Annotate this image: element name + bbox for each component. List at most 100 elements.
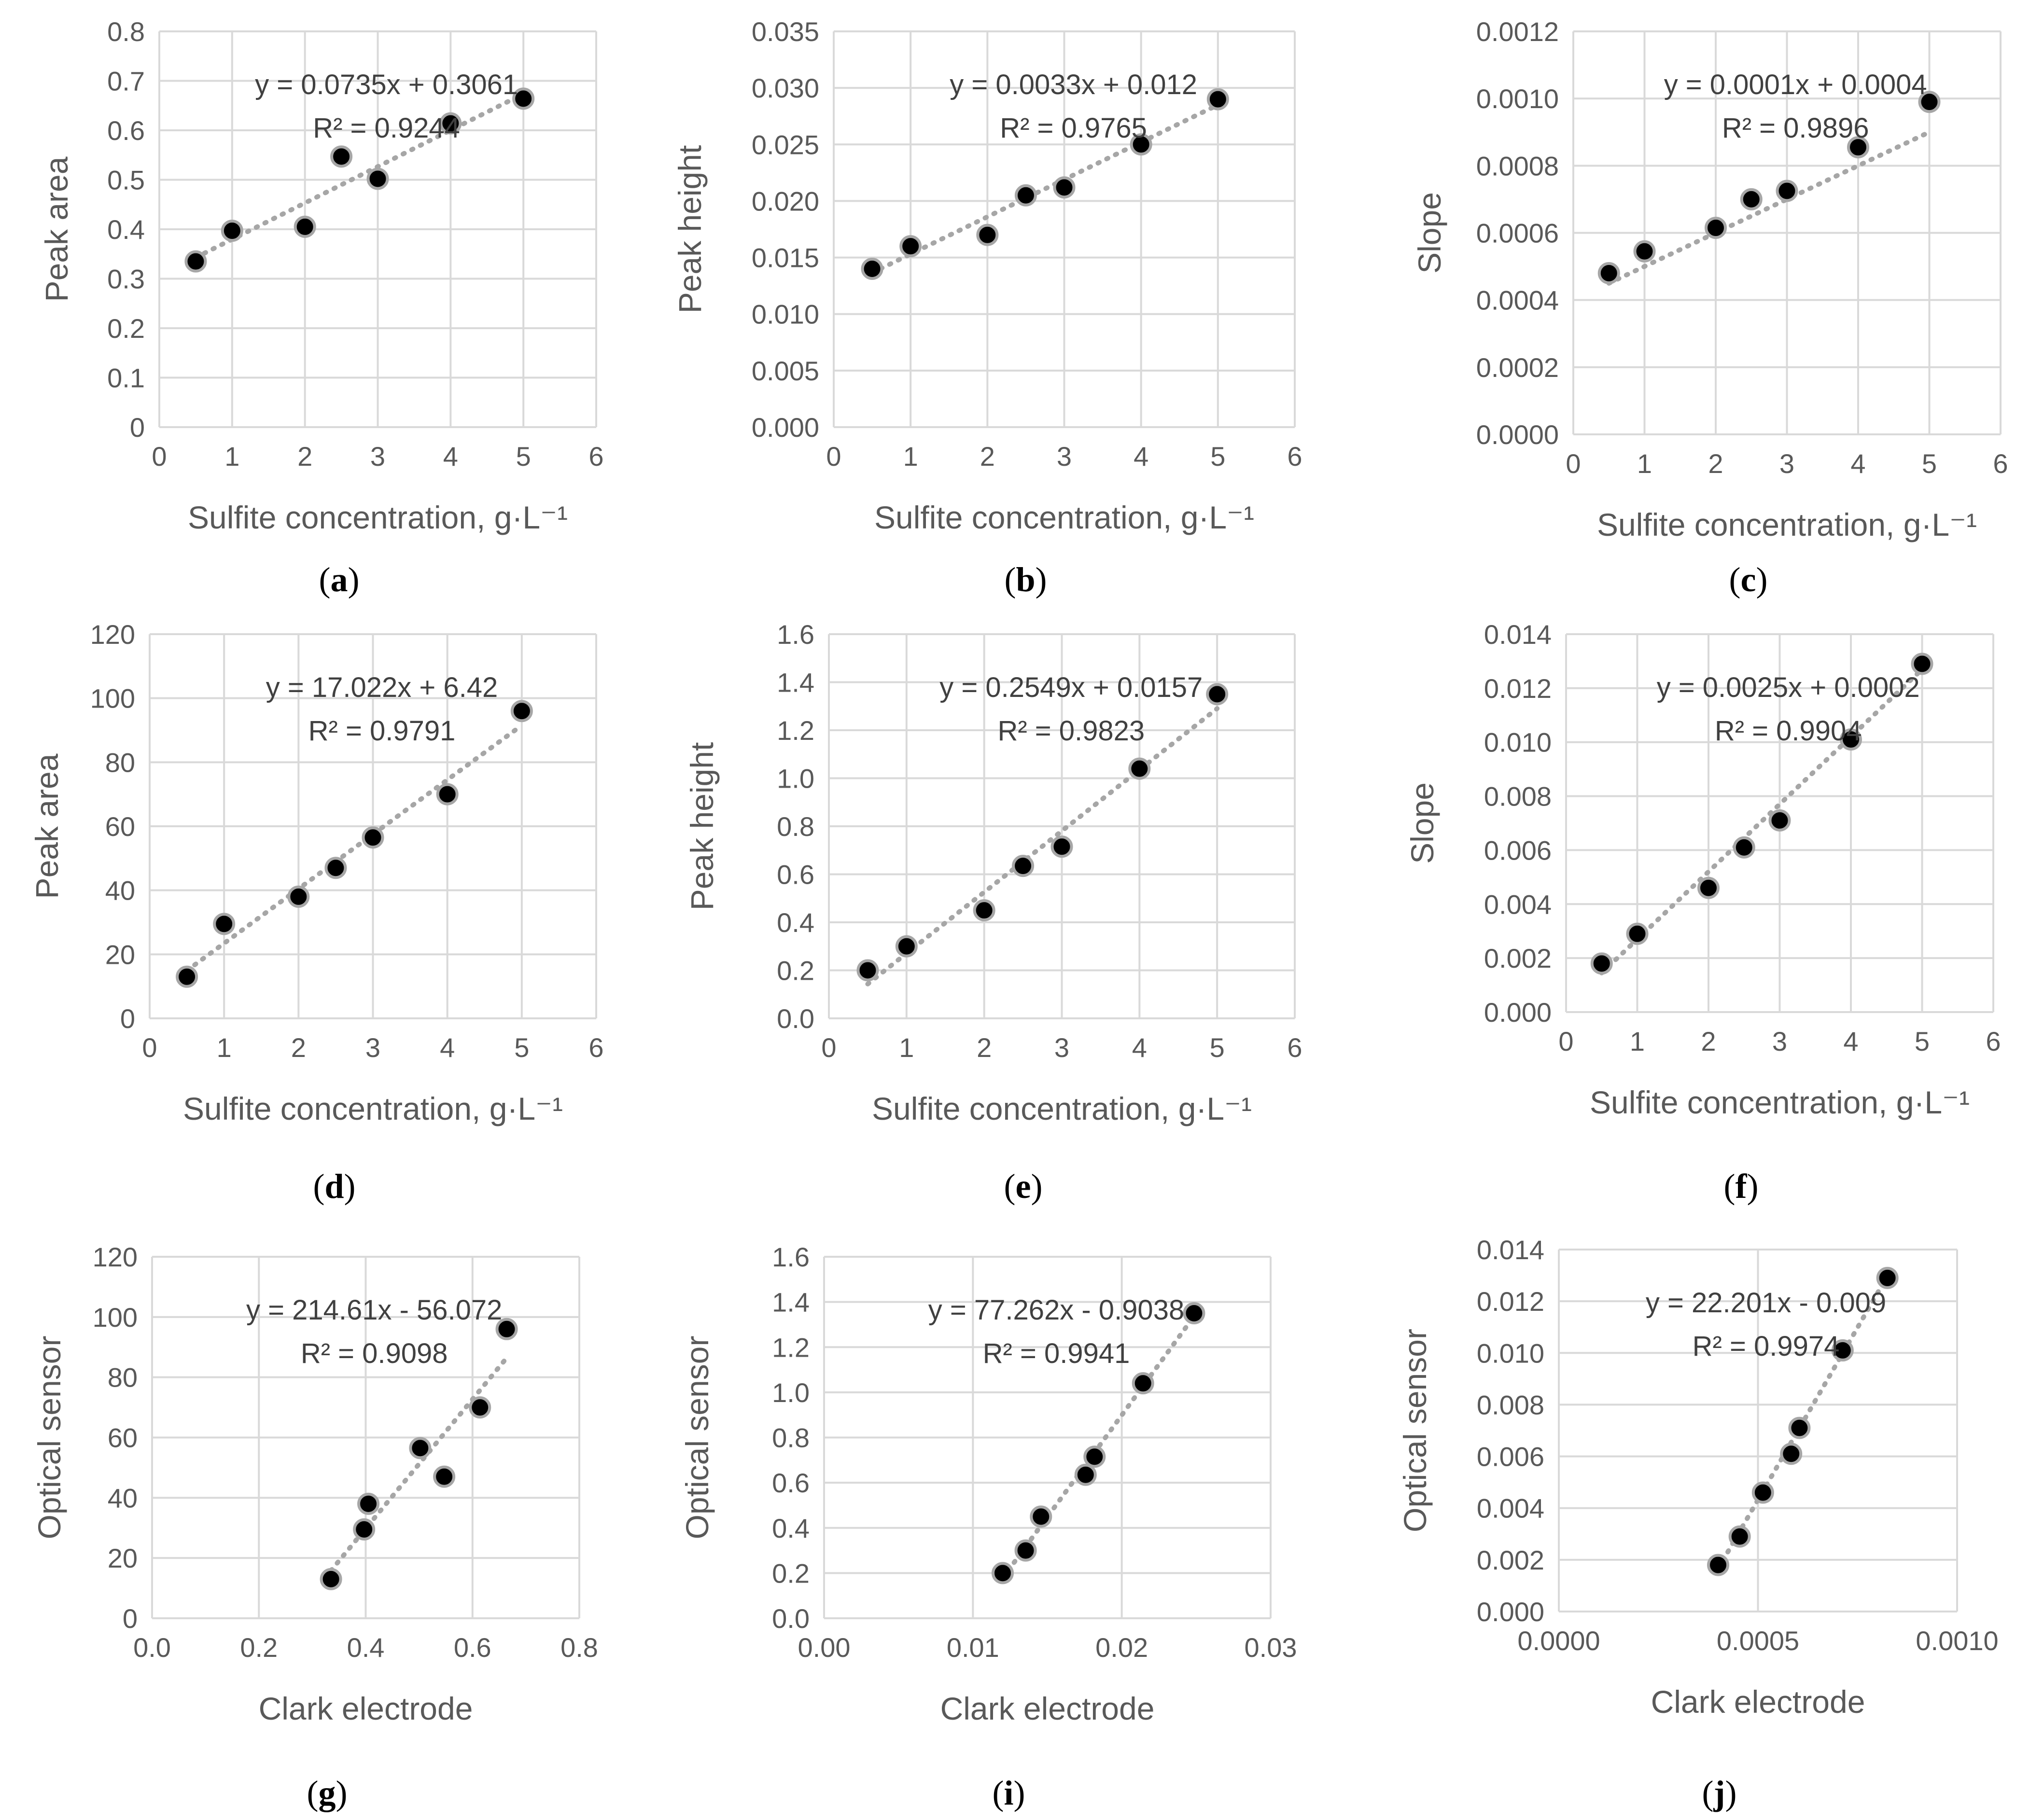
data-point: [1768, 809, 1791, 832]
data-point: [1840, 728, 1862, 751]
data-point: [320, 1568, 342, 1590]
y-tick-label: 40: [108, 1483, 138, 1513]
data-point: [510, 700, 533, 722]
y-tick-label: 0.0000: [1476, 419, 1559, 450]
x-tick-label: 6: [588, 1032, 603, 1063]
data-point: [433, 1465, 456, 1488]
x-tick-label: 0.01: [947, 1632, 999, 1663]
data-point: [899, 235, 922, 258]
chart-panel-d: 0 1 2 3 4 5 6 0 20 40 60 80 100 120 y = 17.022x + 6.42…: [0, 607, 677, 1213]
data-point: [1707, 1554, 1729, 1576]
y-tick-label: 0.8: [107, 16, 145, 47]
x-axis-title: Sulfite concentration, g·L⁻¹: [874, 500, 1254, 535]
x-tick-label: 1: [1637, 448, 1652, 479]
y-tick-label: 60: [105, 811, 135, 842]
x-tick-label: 0.2: [240, 1632, 278, 1663]
panel-label: (e): [1004, 1167, 1043, 1206]
y-tick-label: 0.002: [1484, 943, 1552, 973]
y-tick-label: 40: [105, 875, 135, 906]
x-tick-label: 5: [516, 441, 531, 472]
data-point: [1597, 262, 1620, 284]
trendline: [193, 91, 526, 260]
x-tick-label: 2: [1701, 1026, 1716, 1056]
data-point: [1590, 952, 1613, 975]
trendline-equation: y = 22.201x - 0.009: [1646, 1287, 1886, 1319]
data-point: [1751, 1481, 1774, 1504]
data-point: [409, 1437, 432, 1459]
chart-svg-j: 0.0000 0.0005 0.0010 0.000 0.002 0.004 0.006 0.…: [1397, 1235, 1999, 1812]
chart-panel-a: 0 1 2 3 4 5 6 0 0.1 0.2 0.3 0.4 0.5 0.6 0.7 0.8 y = 0.07…: [0, 0, 677, 607]
data-point: [495, 1318, 518, 1340]
data-point: [1705, 217, 1727, 239]
y-tick-label: 0.0006: [1476, 218, 1559, 249]
x-tick-label: 6: [1287, 1032, 1302, 1063]
data-point: [992, 1562, 1014, 1584]
x-tick-label: 1: [224, 441, 239, 472]
x-tick-label: 0.6: [454, 1632, 491, 1663]
y-tick-label: 0.6: [772, 1468, 810, 1498]
data-point: [1626, 922, 1649, 945]
y-tick-label: 60: [108, 1423, 138, 1453]
y-tick-label: 0.025: [752, 129, 819, 160]
y-tick-label: 0.035: [752, 16, 819, 47]
trendline: [1606, 129, 1932, 286]
x-tick-label: 4: [440, 1032, 455, 1063]
x-tick-label: 6: [1287, 441, 1302, 472]
data-point: [1780, 1443, 1803, 1465]
x-tick-label: 0.8: [560, 1632, 598, 1663]
data-point: [221, 220, 243, 242]
chart-panel-b: 0 1 2 3 4 5 6 0.000 0.005 0.010 0.015 0.020 0.025 0.0…: [677, 0, 1354, 607]
y-tick-label: 0.0: [777, 1003, 814, 1034]
trendline-equation: y = 77.262x - 0.9038: [928, 1294, 1184, 1326]
data-point: [362, 826, 384, 849]
r-squared-label: R² = 0.9904: [1715, 715, 1862, 747]
y-tick-label: 100: [90, 683, 135, 714]
y-tick-label: 0.008: [1484, 781, 1552, 812]
y-tick-label: 1.6: [772, 1242, 810, 1272]
x-axis-title: Clark electrode: [1651, 1684, 1865, 1720]
y-axis-title: Slope: [1404, 782, 1440, 864]
trendline-equation: y = 0.2549x + 0.0157: [939, 672, 1203, 703]
y-tick-label: 0.000: [1484, 997, 1552, 1028]
data-point: [1847, 136, 1869, 159]
x-tick-label: 6: [588, 441, 603, 472]
data-point: [895, 935, 918, 958]
y-tick-label: 80: [108, 1362, 138, 1393]
y-tick-label: 0.2: [772, 1558, 810, 1588]
data-point: [1697, 876, 1720, 899]
y-axis-title: Optical sensor: [679, 1336, 715, 1540]
data-point: [1633, 240, 1656, 263]
y-axis-title: Peak height: [677, 145, 708, 314]
x-tick-label: 0.0005: [1717, 1625, 1799, 1656]
x-tick-label: 2: [977, 1032, 992, 1063]
x-tick-label: 0: [142, 1032, 157, 1063]
y-tick-label: 0.0010: [1476, 83, 1559, 114]
x-tick-label: 0.03: [1245, 1632, 1297, 1663]
trendline: [184, 722, 524, 973]
y-tick-label: 0.2: [107, 313, 145, 344]
x-tick-label: 0: [821, 1032, 836, 1063]
r-squared-label: R² = 0.9941: [983, 1338, 1130, 1369]
y-tick-label: 80: [105, 747, 135, 778]
data-point: [184, 250, 207, 273]
y-tick-label: 0.020: [752, 186, 819, 216]
x-tick-label: 4: [1843, 1026, 1858, 1056]
y-tick-label: 0.006: [1477, 1442, 1544, 1472]
trendline: [869, 102, 1220, 276]
data-point: [1012, 855, 1035, 877]
data-point: [330, 145, 353, 168]
data-point: [1733, 836, 1755, 859]
data-point: [287, 885, 310, 908]
chart-panel-c: 0 1 2 3 4 5 6 0.0000 0.0002 0.0004 0.0006 0.0008 0.0…: [1354, 0, 2030, 607]
y-tick-label: 0.0008: [1476, 151, 1559, 181]
y-axis-title: Peak area: [39, 156, 74, 302]
x-tick-label: 5: [1915, 1026, 1930, 1056]
trendline-equation: y = 17.022x + 6.42: [266, 672, 498, 703]
y-tick-label: 0.0: [772, 1603, 810, 1634]
y-axis-title: Peak area: [29, 753, 65, 899]
x-tick-label: 0.4: [347, 1632, 385, 1663]
chart-panel-e: 0 1 2 3 4 5 6 0.0 0.2 0.4 0.6 0.8 1.0 1.2 1.4 1.6 y = 0.…: [677, 607, 1354, 1213]
y-tick-label: 0.006: [1484, 835, 1552, 865]
y-tick-label: 0: [123, 1603, 138, 1634]
y-tick-label: 0.000: [1477, 1597, 1544, 1627]
